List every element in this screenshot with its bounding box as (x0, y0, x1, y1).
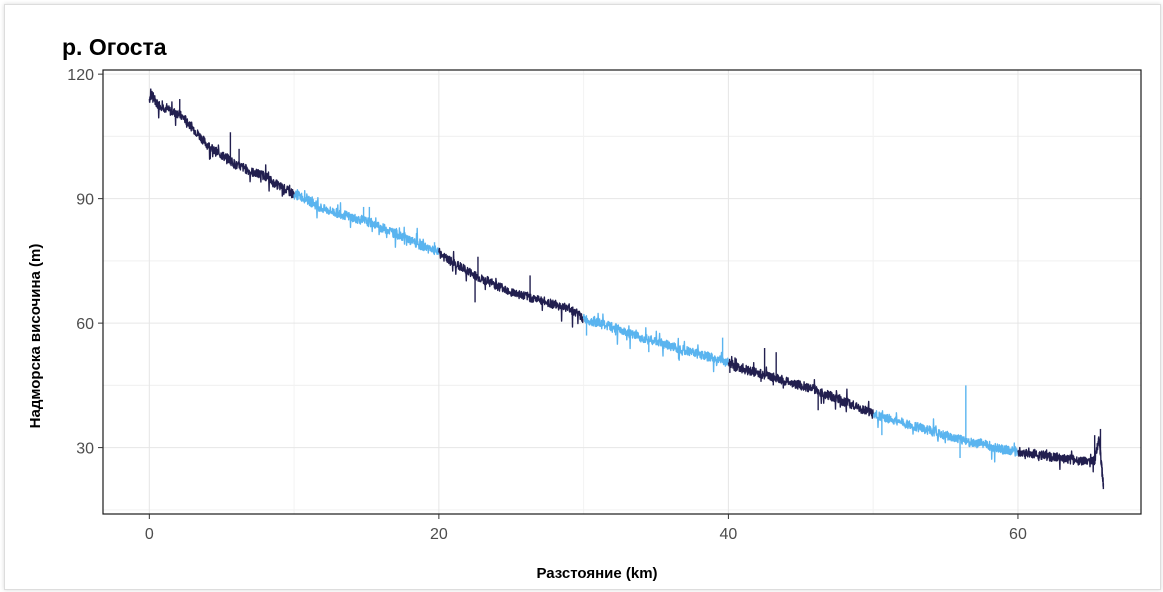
x-axis-label: Разстояние (km) (536, 565, 657, 582)
elevation-series-line (727, 355, 874, 419)
y-tick-label: 120 (67, 67, 94, 84)
y-axis-label: Надморска височина (m) (27, 244, 44, 429)
plot-border (102, 69, 1142, 515)
chart-frame (4, 4, 1161, 590)
elevation-series-line (1017, 436, 1105, 488)
elevation-series-line (293, 189, 440, 256)
x-tick-label: 20 (430, 526, 448, 543)
y-tick-label: 90 (76, 192, 94, 209)
plot-area (148, 88, 1105, 490)
elevation-series-line (438, 247, 585, 328)
x-tick-label: 60 (1009, 526, 1027, 543)
elevation-series-line (582, 312, 730, 373)
grid (103, 70, 1141, 514)
y-tick-label: 30 (76, 441, 94, 458)
elevation-series-line (148, 88, 295, 199)
x-tick-label: 40 (720, 526, 738, 543)
y-tick-label: 60 (76, 316, 94, 333)
x-tick-label: 0 (145, 526, 154, 543)
chart-title: р. Огоста (62, 34, 167, 60)
axes: 0 20 40 60 30 60 90 120 (67, 67, 1027, 543)
elevation-series-line (872, 410, 1019, 463)
